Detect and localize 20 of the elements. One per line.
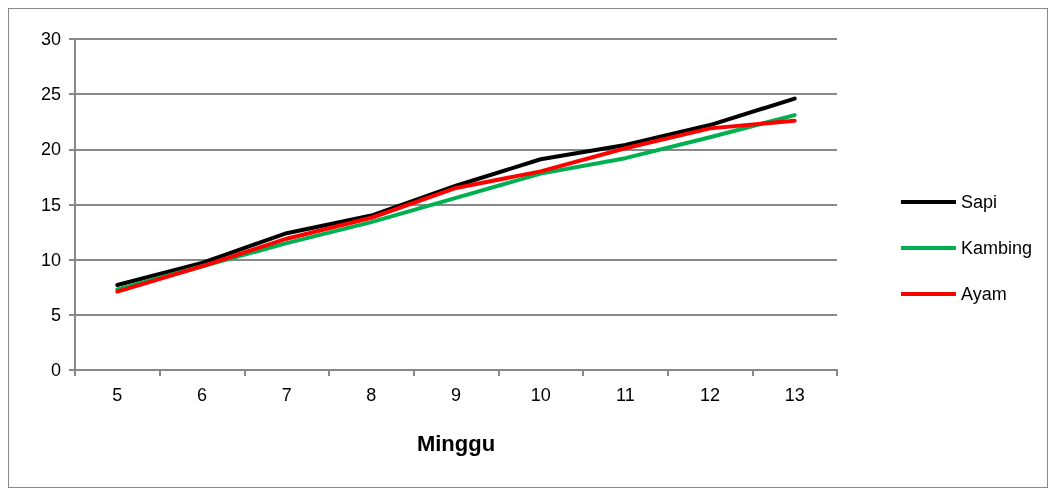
- x-axis-title: Minggu: [416, 430, 496, 456]
- y-tick-label: 15: [40, 194, 61, 215]
- legend-label: Sapi: [960, 192, 997, 212]
- x-tick-label: 13: [784, 385, 805, 405]
- legend-label: Ayam: [960, 284, 1007, 304]
- x-tick-label: 9: [450, 385, 462, 405]
- y-tick-label: 25: [40, 84, 61, 105]
- x-tick-label: 6: [196, 385, 208, 405]
- x-tick-label: 11: [615, 385, 635, 405]
- y-tick-label: 10: [40, 249, 61, 270]
- y-tick-label: 30: [40, 29, 61, 49]
- x-tick-label: 8: [366, 385, 377, 405]
- y-tick-label: 5: [50, 304, 61, 325]
- x-tick-label: 7: [281, 385, 292, 405]
- x-tick-label: 5: [112, 385, 123, 405]
- legend-label: Kambing: [960, 238, 1032, 258]
- y-tick-label: 20: [40, 139, 61, 160]
- x-tick-label: 10: [530, 385, 551, 405]
- x-tick-label: 12: [699, 385, 721, 405]
- y-tick-label: 0: [50, 360, 61, 380]
